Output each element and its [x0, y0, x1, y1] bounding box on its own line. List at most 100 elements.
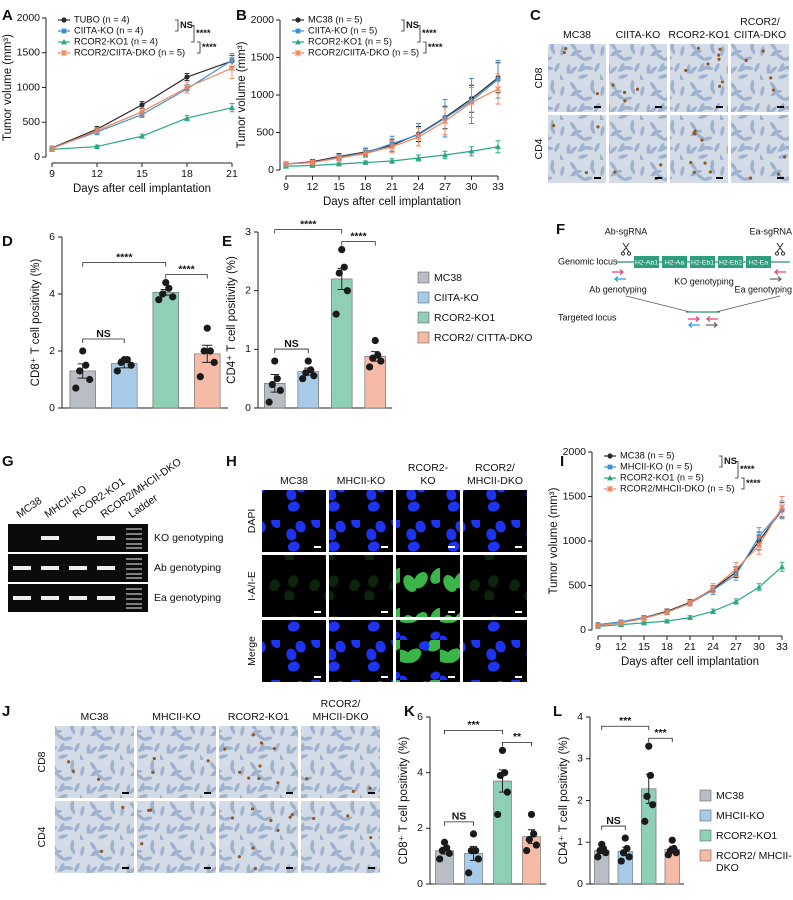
stained-cell [250, 807, 255, 811]
y-tick-label: 0 [580, 624, 586, 636]
significance-label: NS [606, 815, 621, 827]
column-label: MC38 [80, 711, 108, 723]
y-axis-label: Tumor volume (mm³) [236, 41, 248, 148]
significance-label: *** [467, 719, 480, 731]
stained-cell [564, 47, 568, 51]
data-point [643, 792, 651, 800]
data-point [377, 357, 385, 365]
primer-label: Ea genotyping [734, 284, 792, 294]
stained-cell [346, 814, 350, 818]
significance-bracket [423, 41, 427, 54]
primer-arrow [612, 269, 624, 275]
significance-label: **** [178, 263, 195, 275]
data-point [120, 355, 128, 364]
y-axis-label: Tumor volume (mm³) [548, 487, 560, 594]
stained-cell [717, 57, 721, 61]
legend-item: RCOR2/ CITTA-DKO [434, 332, 532, 344]
panel-label: H [226, 453, 237, 470]
data-point [445, 849, 453, 857]
significance-bracket [502, 742, 532, 747]
panel-label: K [404, 703, 415, 720]
column-label: RCOR2/ [475, 462, 515, 474]
stained-cell [67, 760, 71, 764]
legend-label: MC38 (n = 5) [620, 450, 675, 460]
stained-cell [584, 170, 588, 175]
significance-label: **** [196, 28, 211, 38]
ihc-image [137, 726, 216, 798]
legend-marker [295, 39, 301, 45]
x-tick-label: 27 [730, 641, 742, 653]
y-tick-label: 4 [577, 711, 583, 723]
data-point [436, 855, 444, 863]
primer-label: KO genotyping [674, 276, 734, 286]
deletion-lines [625, 295, 781, 313]
stained-cell [259, 741, 264, 745]
data-point [159, 290, 167, 298]
marker [362, 159, 369, 165]
stained-cell [71, 769, 75, 773]
data-point [276, 386, 284, 394]
stained-cell [247, 776, 251, 780]
marker [617, 619, 625, 627]
data-point [668, 836, 676, 844]
y-tick-label: 0 [577, 878, 583, 890]
data-point [299, 375, 307, 383]
marker [94, 143, 100, 149]
legend-label: MHCII-KO [716, 809, 765, 822]
legend-marker [61, 17, 67, 23]
y-axis-label: CD4⁺ T cell positivity (%) [558, 736, 570, 864]
data-point [271, 357, 279, 365]
marker [640, 615, 648, 622]
marker [139, 102, 145, 108]
data-point [530, 830, 538, 838]
data-point [76, 367, 84, 375]
fluorescence-image [262, 555, 326, 617]
data-point [162, 279, 170, 287]
column-label: MHCII-DKO [467, 475, 523, 487]
stained-cell [152, 756, 156, 761]
marker [441, 118, 449, 125]
marker [756, 584, 762, 590]
data-point [440, 838, 449, 846]
marker [687, 614, 693, 620]
fluorescence-image [396, 620, 460, 682]
marker [389, 158, 395, 164]
ihc-image [55, 726, 134, 798]
y-tick-label: 6 [49, 231, 55, 243]
panel-label: B [236, 7, 247, 24]
stained-cell [703, 161, 707, 165]
legend-marker [606, 485, 614, 493]
marker [183, 84, 191, 91]
stained-cell [251, 846, 255, 850]
y-tick-label: 1000 [17, 81, 41, 93]
data-point [374, 351, 382, 359]
data-point [625, 853, 633, 861]
stained-cell [783, 155, 787, 159]
marker [139, 133, 145, 139]
x-tick-label: 33 [492, 181, 504, 193]
legend-label: TUBO (n = 4) [74, 14, 130, 24]
stained-cell [312, 816, 316, 821]
stained-cell [771, 88, 776, 92]
panel-label: D [2, 233, 13, 250]
row-label: DAPI [246, 509, 258, 534]
y-tick-label: 3 [245, 226, 251, 238]
significance-label: *** [619, 715, 632, 727]
column-label: RCOR2- [408, 462, 449, 474]
significance-label: ** [513, 731, 522, 743]
significance-bracket [191, 25, 195, 43]
legend-marker [61, 28, 67, 34]
gel-image [8, 524, 148, 552]
significance-label: NS [406, 20, 419, 30]
fluorescence-image [396, 490, 460, 552]
legend-item: RCOR2-KO1 [434, 312, 495, 324]
ladder-band [126, 603, 142, 605]
x-tick-label: 15 [136, 168, 148, 180]
stained-cell [140, 842, 144, 846]
column-label: CIITA-DKO [734, 29, 786, 41]
marker [594, 622, 602, 629]
stained-cell [562, 50, 567, 55]
data-point [155, 296, 163, 304]
y-tick-label: 500 [256, 126, 274, 138]
exon-label: H2-Eb1 [691, 259, 714, 266]
